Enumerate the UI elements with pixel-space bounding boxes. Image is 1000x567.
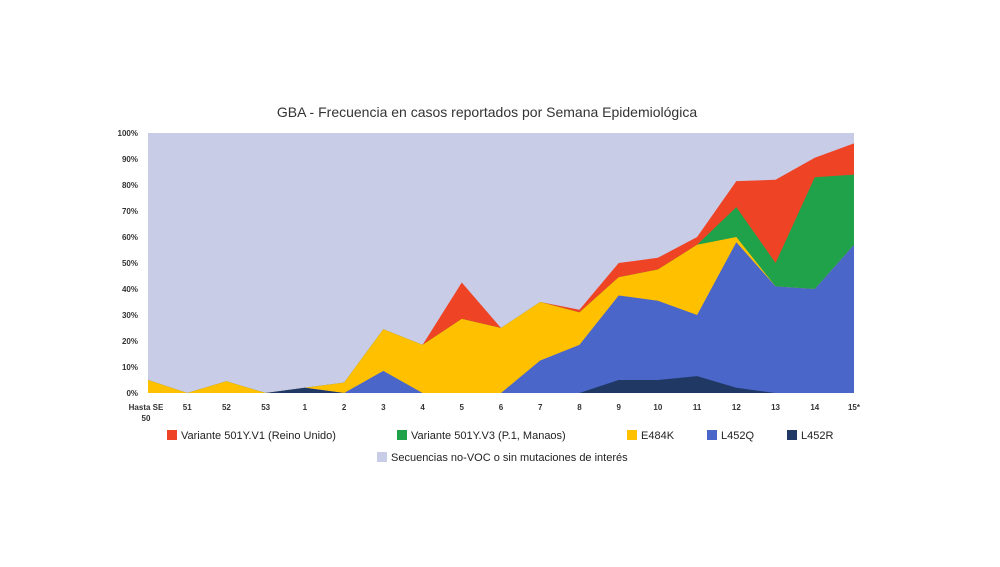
x-tick-label: 12 bbox=[732, 403, 741, 412]
legend-swatch bbox=[167, 430, 177, 440]
legend-swatch bbox=[397, 430, 407, 440]
x-tick-label: 11 bbox=[693, 403, 702, 412]
legend: Variante 501Y.V1 (Reino Unido) Variante 5… bbox=[167, 430, 833, 464]
legend-label: Secuencias no-VOC o sin mutaciones de in… bbox=[391, 452, 628, 464]
legend-swatch bbox=[707, 430, 717, 440]
y-tick-label: 70% bbox=[122, 207, 138, 216]
x-tick-label: 5 bbox=[460, 403, 465, 412]
legend-label: L452Q bbox=[721, 430, 754, 442]
y-tick-label: 0% bbox=[126, 389, 138, 398]
area-l452r bbox=[148, 376, 854, 393]
area-series-group bbox=[148, 133, 854, 393]
legend-item-l452r: L452R bbox=[787, 430, 833, 442]
x-tick-label: 9 bbox=[616, 403, 621, 412]
y-tick-label: 50% bbox=[122, 259, 138, 268]
legend-item-e484k: E484K bbox=[627, 430, 675, 442]
x-tick-label: Hasta SE 50 bbox=[129, 403, 164, 423]
y-tick-label: 90% bbox=[122, 155, 138, 164]
x-tick-label: 3 bbox=[381, 403, 386, 412]
y-tick-label: 80% bbox=[122, 181, 138, 190]
x-tick-label: 2 bbox=[342, 403, 347, 412]
legend-label: Variante 501Y.V3 (P.1, Manaos) bbox=[411, 430, 566, 442]
x-tick-label: 6 bbox=[499, 403, 504, 412]
x-tick-label: 4 bbox=[420, 403, 425, 412]
legend-item-variante-501y-v1-reino-unido: Variante 501Y.V1 (Reino Unido) bbox=[167, 430, 336, 442]
legend-item-secuencias-no-voc-o-sin-mutaciones-de-inter-s: Secuencias no-VOC o sin mutaciones de in… bbox=[377, 452, 628, 464]
chart-title: GBA - Frecuencia en casos reportados por… bbox=[277, 104, 697, 120]
x-tick-label: 10 bbox=[653, 403, 662, 412]
y-tick-label: 30% bbox=[122, 311, 138, 320]
x-tick-label: 15* bbox=[848, 403, 861, 412]
y-tick-label: 40% bbox=[122, 285, 138, 294]
x-tick-label: 8 bbox=[577, 403, 582, 412]
legend-swatch bbox=[787, 430, 797, 440]
legend-label: Variante 501Y.V1 (Reino Unido) bbox=[181, 430, 336, 442]
y-tick-label: 10% bbox=[122, 363, 138, 372]
legend-item-variante-501y-v3-p-1-manaos: Variante 501Y.V3 (P.1, Manaos) bbox=[397, 430, 566, 442]
legend-swatch bbox=[377, 452, 387, 462]
x-tick-label: 53 bbox=[261, 403, 270, 412]
y-tick-label: 20% bbox=[122, 337, 138, 346]
legend-label: E484K bbox=[641, 430, 675, 442]
y-axis-ticks: 0% 10% 20% 30% 40% 50% 60% 70% 80% 90% 100% bbox=[118, 129, 138, 398]
legend-swatch bbox=[627, 430, 637, 440]
x-tick-label: 51 bbox=[183, 403, 192, 412]
x-tick-label: 1 bbox=[303, 403, 308, 412]
area-l452q bbox=[148, 242, 854, 393]
x-tick-label: 52 bbox=[222, 403, 231, 412]
x-tick-label: 7 bbox=[538, 403, 543, 412]
y-tick-label: 100% bbox=[118, 129, 138, 138]
y-tick-label: 60% bbox=[122, 233, 138, 242]
x-tick-label: 14 bbox=[810, 403, 819, 412]
legend-label: L452R bbox=[801, 430, 833, 442]
legend-item-l452q: L452Q bbox=[707, 430, 754, 442]
x-tick-label: 13 bbox=[771, 403, 780, 412]
